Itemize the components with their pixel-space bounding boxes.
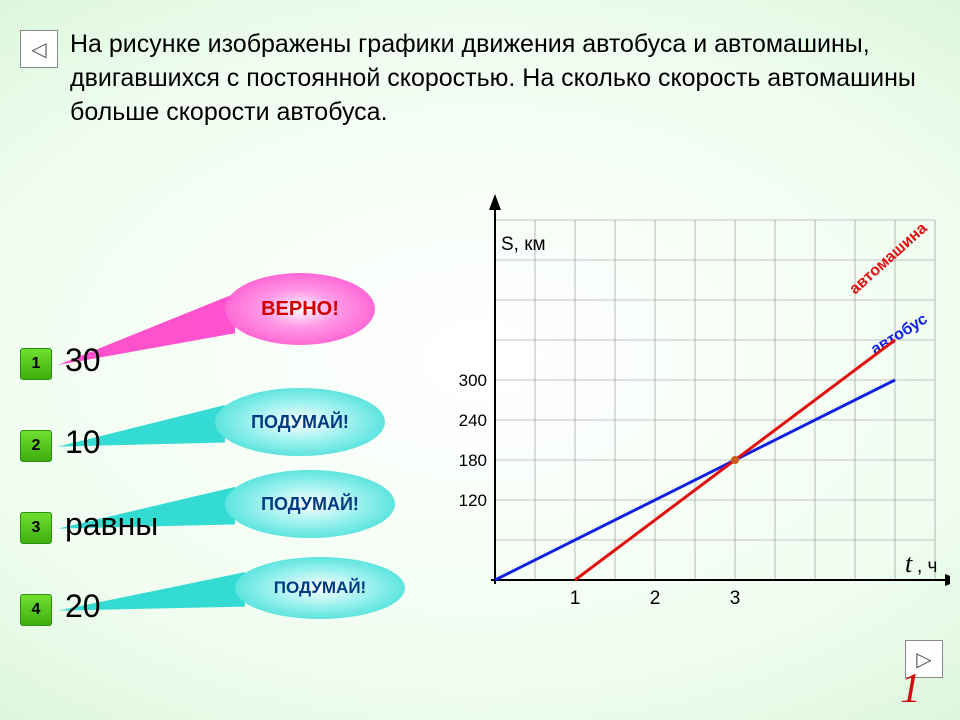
feedback-bubble-4: ПОДУМАЙ!: [235, 557, 405, 619]
answer-text-4: 20: [65, 588, 101, 625]
answer-button-3[interactable]: 3: [20, 512, 52, 544]
motion-chart: 120 180 240 300 S, км 1 2 3 t, ч автобус автомашин…: [425, 180, 950, 620]
svg-text:180: 180: [459, 451, 487, 470]
answer-row-2: 210: [20, 430, 52, 462]
feedback-bubble-1: ВЕРНО!: [225, 273, 375, 345]
svg-text:120: 120: [459, 491, 487, 510]
answer-button-1[interactable]: 1: [20, 348, 52, 380]
answer-button-4[interactable]: 4: [20, 594, 52, 626]
svg-text:t: t: [905, 549, 913, 578]
back-icon: ◁: [31, 37, 46, 62]
slide-number: 1: [900, 665, 921, 713]
series-label-автомашина: автомашина: [846, 220, 930, 298]
svg-text:240: 240: [459, 411, 487, 430]
svg-text:1: 1: [570, 588, 581, 609]
svg-text:S, км: S, км: [501, 234, 546, 255]
svg-text:, ч: , ч: [917, 556, 937, 577]
question-text: На рисунке изображены графики движения а…: [70, 28, 940, 129]
answer-row-3: 3равны: [20, 512, 52, 544]
svg-text:300: 300: [459, 371, 487, 390]
answer-row-1: 130: [20, 348, 52, 380]
answer-button-2[interactable]: 2: [20, 430, 52, 462]
series-label-автобус: автобус: [868, 311, 931, 359]
feedback-bubble-3: ПОДУМАЙ!: [225, 470, 395, 538]
answer-text-1: 30: [65, 342, 101, 379]
answer-text-3: равны: [65, 506, 158, 543]
intersection-marker: [731, 456, 739, 464]
answer-text-2: 10: [65, 424, 101, 461]
back-button[interactable]: ◁: [20, 30, 58, 68]
answer-row-4: 420: [20, 594, 52, 626]
feedback-bubble-2: ПОДУМАЙ!: [215, 388, 385, 456]
svg-text:3: 3: [730, 588, 741, 609]
svg-text:2: 2: [650, 588, 661, 609]
